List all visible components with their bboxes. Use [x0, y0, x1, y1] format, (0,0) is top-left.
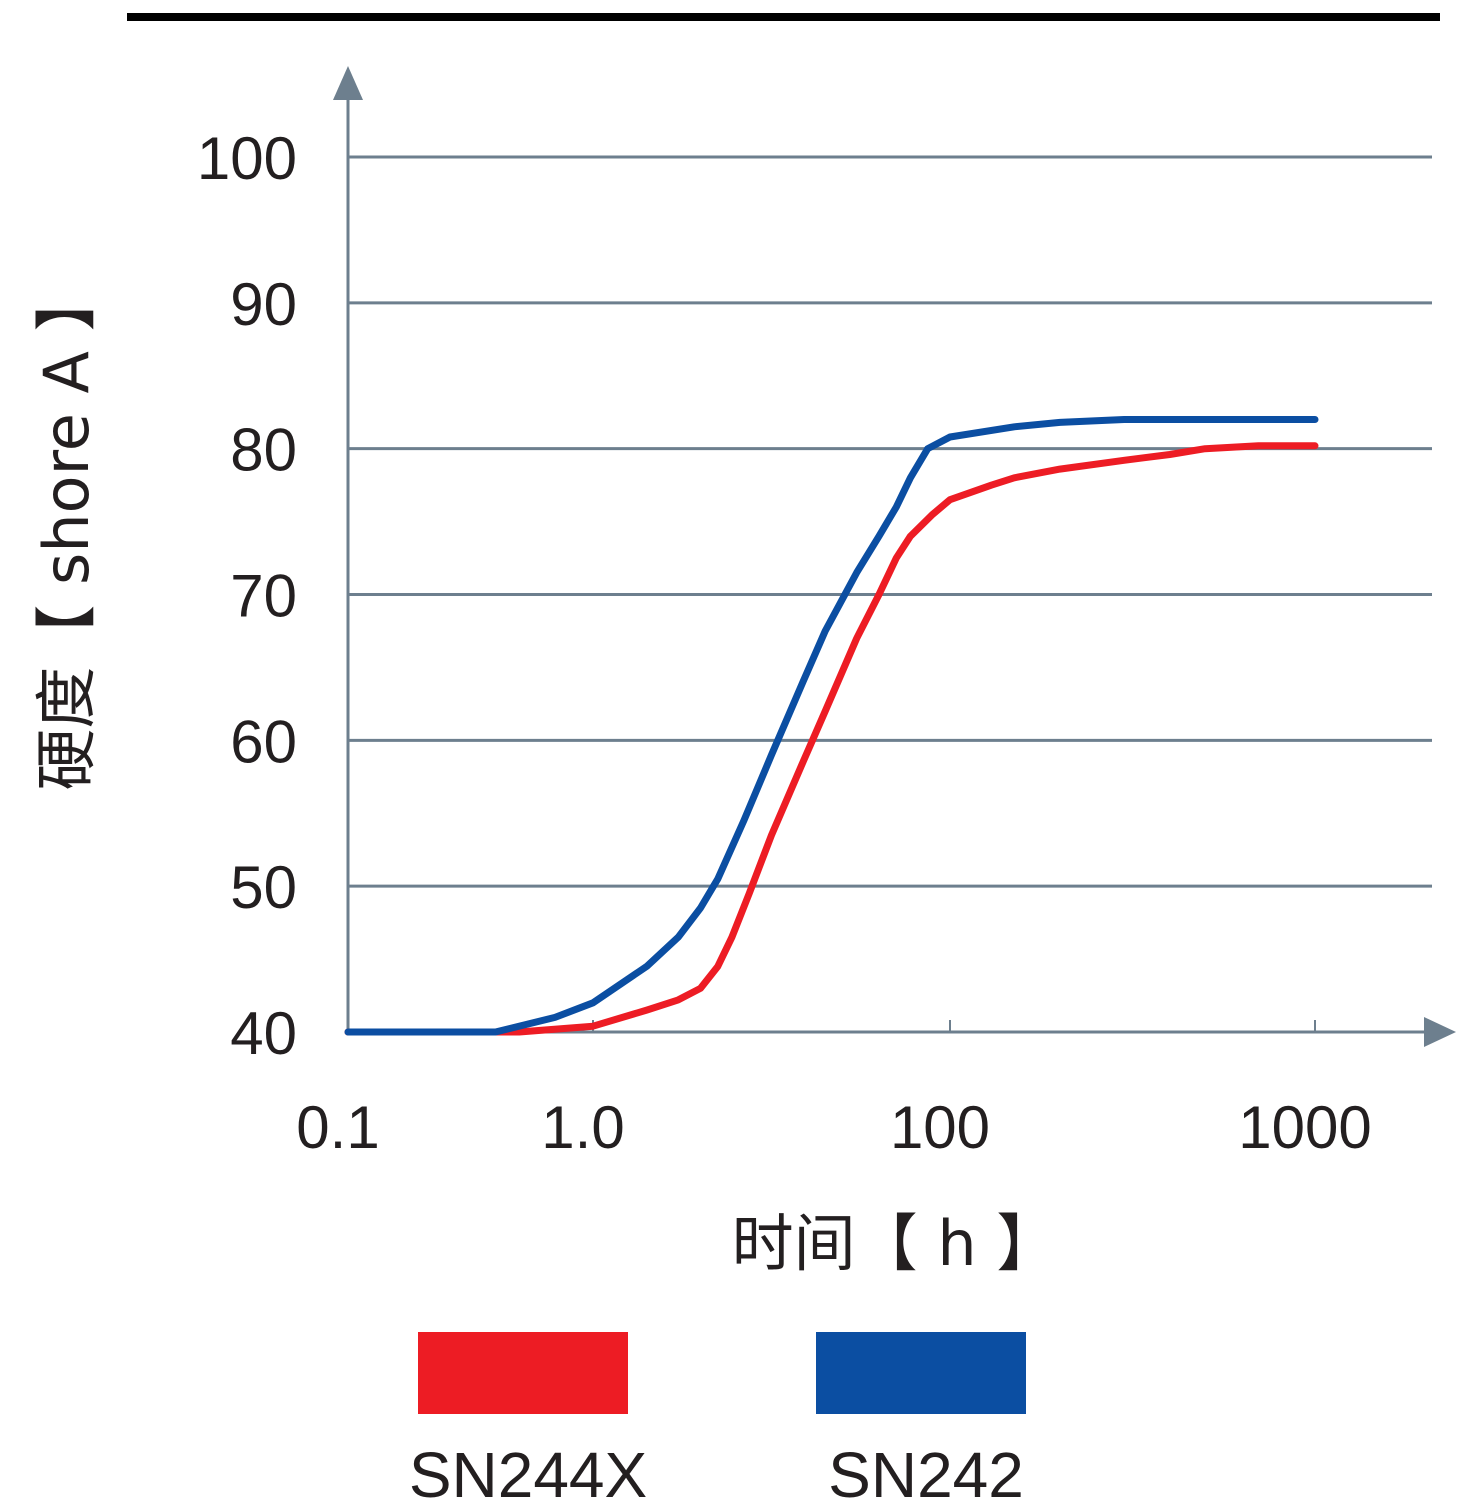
series-lines: [344, 416, 1319, 1036]
legend-label-sn244x: SN244X: [409, 1439, 647, 1508]
y-tick-label: 50: [230, 854, 297, 921]
y-tick-label: 60: [230, 708, 297, 775]
y-tick-label: 70: [230, 563, 297, 630]
y-tick-label: 80: [230, 417, 297, 484]
x-tick-labels: 0.1 1.0 100 1000: [296, 1094, 1371, 1161]
legend-swatch-sn242: [816, 1332, 1026, 1414]
legend-label-sn242: SN242: [828, 1439, 1024, 1508]
x-tick-label: 1000: [1238, 1094, 1371, 1161]
x-axis-arrow-icon: [1424, 1017, 1456, 1047]
gridlines: [348, 155, 1432, 888]
y-tick-label: 90: [230, 271, 297, 338]
x-tick-label: 1.0: [541, 1094, 624, 1161]
x-axis-title: 时间【 h 】: [732, 1207, 1059, 1280]
x-tick-label: 100: [890, 1094, 990, 1161]
x-tick-label: 0.1: [296, 1094, 379, 1161]
y-axis-arrow-icon: [333, 66, 363, 100]
series-line-sn242: [344, 416, 1319, 1036]
series-line-sn244x: [344, 442, 1319, 1036]
legend: SN244X SN242: [409, 1332, 1026, 1508]
y-tick-labels: 40 50 60 70 80 90 100: [197, 125, 297, 1067]
y-axis-title: 硬度【 shore A 】: [30, 269, 103, 790]
y-tick-label: 100: [197, 125, 297, 192]
legend-swatch-sn244x: [418, 1332, 628, 1414]
y-tick-label: 40: [230, 1000, 297, 1067]
